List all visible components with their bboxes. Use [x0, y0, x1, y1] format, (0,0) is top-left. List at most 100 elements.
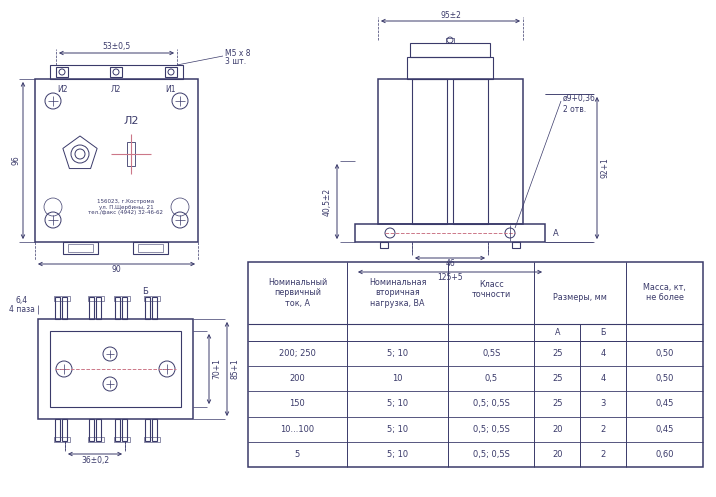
Bar	[114, 437, 130, 442]
Bar	[138, 244, 163, 252]
Bar	[122, 419, 127, 441]
Text: 125+5: 125+5	[437, 273, 463, 282]
Bar	[50, 331, 181, 407]
Text: 20: 20	[552, 424, 563, 434]
Bar	[55, 419, 60, 441]
Text: 90: 90	[112, 265, 122, 274]
Bar	[380, 242, 388, 248]
Text: Б: Б	[142, 286, 148, 296]
Bar	[144, 296, 160, 301]
Text: 200: 200	[289, 374, 305, 383]
Text: 4: 4	[601, 349, 606, 358]
Bar	[152, 419, 157, 441]
Bar	[63, 242, 98, 254]
Circle shape	[75, 149, 85, 159]
Text: Л2: Л2	[111, 84, 121, 93]
Text: 4 паза: 4 паза	[9, 305, 35, 314]
Text: 5; 10: 5; 10	[387, 450, 408, 459]
Text: И1: И1	[165, 84, 176, 93]
Text: 3: 3	[600, 400, 606, 409]
Bar	[62, 297, 67, 319]
Text: ø9+0,36: ø9+0,36	[563, 94, 596, 103]
Text: 0,5; 0,5S: 0,5; 0,5S	[473, 400, 510, 409]
Text: 2 отв.: 2 отв.	[563, 104, 586, 113]
Text: 3 шт.: 3 шт.	[225, 58, 246, 67]
Text: 95±2: 95±2	[440, 10, 461, 19]
Bar	[145, 419, 150, 441]
Text: 10: 10	[392, 374, 403, 383]
Text: 96: 96	[11, 156, 21, 166]
Bar	[89, 419, 94, 441]
Text: 0,45: 0,45	[655, 400, 674, 409]
Bar	[122, 297, 127, 319]
Text: 0,50: 0,50	[655, 374, 674, 383]
Text: 53±0,5: 53±0,5	[102, 43, 130, 52]
Bar	[88, 437, 104, 442]
Text: 25: 25	[552, 400, 563, 409]
Bar	[133, 242, 168, 254]
Bar	[35, 79, 198, 242]
Bar	[55, 297, 60, 319]
Text: 150: 150	[289, 400, 305, 409]
Bar	[512, 242, 520, 248]
Text: 92+1: 92+1	[601, 158, 609, 178]
Text: А: А	[554, 328, 560, 336]
Bar	[50, 65, 183, 79]
Bar	[152, 297, 157, 319]
Text: 0,45: 0,45	[655, 424, 674, 434]
Text: 5; 10: 5; 10	[387, 400, 408, 409]
Text: 156023, г.Кострома
ул. П.Щербины, 21
тел./факс (4942) 32-46-62: 156023, г.Кострома ул. П.Щербины, 21 тел…	[89, 199, 163, 215]
Text: 0,5: 0,5	[485, 374, 498, 383]
Bar	[453, 79, 488, 224]
Bar	[96, 297, 101, 319]
Bar	[54, 437, 70, 442]
Bar	[355, 224, 545, 242]
Text: 40,5±2: 40,5±2	[322, 187, 332, 216]
Text: 25: 25	[552, 349, 563, 358]
Bar	[110, 67, 122, 77]
Text: Номинальная
вторичная
нагрузка, ВА: Номинальная вторичная нагрузка, ВА	[369, 278, 427, 308]
Text: Л2: Л2	[123, 116, 139, 126]
Bar	[54, 296, 70, 301]
Bar	[446, 38, 454, 43]
Bar	[165, 67, 177, 77]
Text: 2: 2	[601, 450, 606, 459]
Text: 0,5; 0,5S: 0,5; 0,5S	[473, 424, 510, 434]
Text: 0,50: 0,50	[655, 349, 674, 358]
Text: Размеры, мм: Размеры, мм	[553, 293, 607, 302]
Text: 10...100: 10...100	[281, 424, 314, 434]
Text: 4: 4	[601, 374, 606, 383]
Text: 5; 10: 5; 10	[387, 424, 408, 434]
Bar	[62, 419, 67, 441]
Bar	[248, 262, 703, 467]
Text: А: А	[553, 229, 558, 238]
Text: 70+1: 70+1	[213, 358, 221, 379]
Text: М5 х 8: М5 х 8	[225, 49, 251, 58]
Bar	[89, 297, 94, 319]
Bar	[378, 79, 523, 224]
Bar	[127, 142, 135, 166]
Text: И2: И2	[57, 84, 67, 93]
Text: Номинальный
первичный
ток, А: Номинальный первичный ток, А	[268, 278, 327, 308]
Text: 6,4: 6,4	[16, 297, 28, 306]
Text: 36±0,2: 36±0,2	[81, 455, 109, 465]
Text: 85+1: 85+1	[231, 359, 239, 379]
Text: 0,60: 0,60	[655, 450, 674, 459]
Text: 0,5; 0,5S: 0,5; 0,5S	[473, 450, 510, 459]
Text: 5: 5	[295, 450, 300, 459]
Bar	[88, 296, 104, 301]
Bar	[96, 419, 101, 441]
Text: 2: 2	[601, 424, 606, 434]
Text: 25: 25	[552, 374, 563, 383]
Bar	[68, 244, 93, 252]
Text: Масса, кт,
не более: Масса, кт, не более	[643, 283, 686, 303]
Text: Класс
точности: Класс точности	[472, 280, 511, 300]
Bar	[145, 297, 150, 319]
Text: 5; 10: 5; 10	[387, 349, 408, 358]
Text: Б: Б	[600, 328, 606, 336]
Bar	[56, 67, 68, 77]
Bar	[412, 79, 447, 224]
Bar	[38, 319, 193, 419]
Bar	[115, 419, 120, 441]
Text: 200; 250: 200; 250	[279, 349, 316, 358]
